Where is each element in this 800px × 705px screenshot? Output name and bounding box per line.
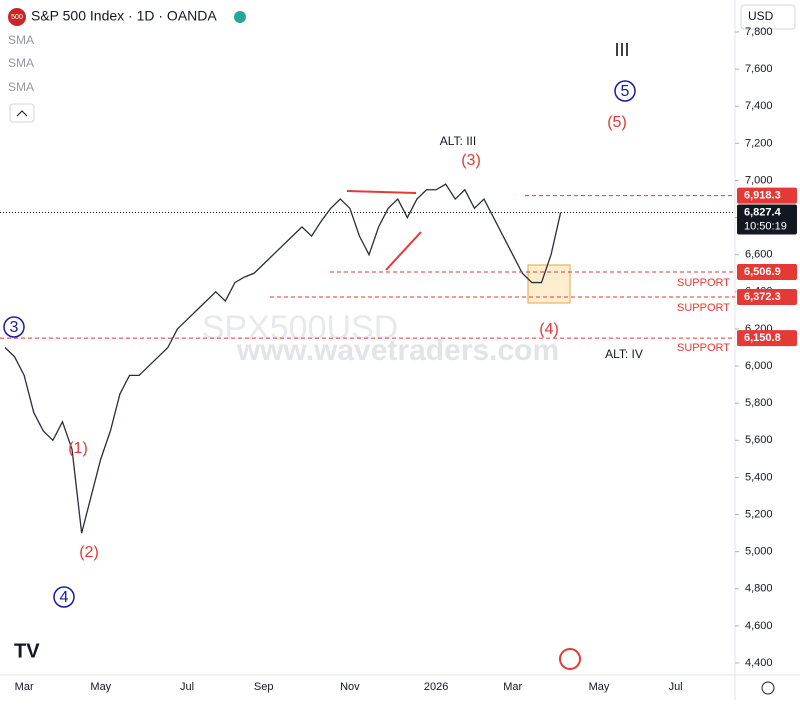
wave-label: III — [614, 40, 629, 60]
x-tick-label: Mar — [15, 681, 34, 693]
y-tick-label: 5,200 — [745, 508, 773, 520]
logo: TV — [14, 640, 40, 662]
last-price-label: 6,827.4 — [744, 206, 782, 218]
symbol-icon — [8, 8, 26, 26]
wave-label: 5 — [621, 83, 630, 100]
wave-circle — [614, 80, 636, 102]
price-line — [4, 183, 562, 534]
currency-button[interactable] — [740, 4, 796, 30]
y-tick-label: 7,400 — [745, 100, 773, 112]
wave-label: (3) — [461, 152, 481, 169]
x-tick-label: Mar — [503, 681, 522, 693]
level-label: 6,506.9 — [744, 266, 781, 278]
level-label-bg — [737, 288, 797, 305]
y-tick-label: 6,600 — [745, 249, 773, 261]
trendline — [346, 190, 417, 194]
x-tick-label: Nov — [340, 681, 360, 693]
wave-label: (5) — [607, 114, 627, 131]
event-icon[interactable] — [559, 648, 581, 670]
level-label: 6,372.3 — [744, 291, 781, 303]
y-tick-label: 7,600 — [745, 63, 773, 75]
level-note: SUPPORT — [677, 342, 730, 354]
wave-label: ALT: III — [440, 134, 476, 148]
y-tick-label: 5,800 — [745, 397, 773, 409]
y-tick-label: 5,000 — [745, 546, 773, 558]
wave-label: 3 — [10, 319, 19, 336]
indicator[interactable]: SMA — [8, 33, 34, 47]
y-tick-label: 4,800 — [745, 583, 773, 595]
y-tick-label: 7,800 — [745, 26, 773, 38]
settings-icon[interactable] — [761, 681, 775, 695]
symbol-icon-text: 500 — [11, 14, 23, 21]
level-label: 6,918.3 — [744, 190, 781, 202]
level-note: SUPPORT — [677, 277, 730, 289]
y-tick-label: 7,200 — [745, 137, 773, 149]
symbol-title[interactable]: S&P 500 Index · 1D · OANDA — [31, 8, 217, 24]
x-tick-label: Jul — [669, 681, 683, 693]
level-label-bg — [737, 263, 797, 280]
wave-label: (4) — [539, 321, 559, 338]
x-tick-label: 2026 — [424, 681, 448, 693]
status-dot — [234, 11, 246, 23]
last-price-bg — [737, 204, 797, 235]
y-tick-label: 4,400 — [745, 657, 773, 669]
level-label: 6,150.8 — [744, 332, 781, 344]
indicator[interactable]: SMA — [8, 56, 34, 70]
y-tick-label: 5,600 — [745, 434, 773, 446]
level-label-bg — [737, 330, 797, 347]
x-tick-label: May — [589, 681, 610, 693]
countdown: 10:50:19 — [744, 220, 787, 232]
wave-label: ALT: IV — [605, 347, 643, 361]
y-tick-label: 6,000 — [745, 360, 773, 372]
y-tick-label: 5,400 — [745, 471, 773, 483]
website: www.wavetraders.com — [236, 334, 559, 367]
trendline — [385, 231, 422, 271]
wave-circle — [53, 586, 75, 608]
x-tick-label: Jul — [180, 681, 194, 693]
wave-label: 4 — [60, 589, 69, 606]
wave-label: (1) — [68, 440, 88, 457]
x-tick-label: Sep — [254, 681, 274, 693]
level-label-bg — [737, 187, 797, 204]
watermark: SPX500USD — [202, 309, 399, 347]
y-tick-label: 4,600 — [745, 620, 773, 632]
x-tick-label: May — [90, 681, 111, 693]
collapse-icon — [16, 110, 28, 117]
wave-label: (2) — [79, 544, 99, 561]
indicator[interactable]: SMA — [8, 80, 34, 94]
currency[interactable]: USD — [748, 9, 774, 23]
y-tick-label: 7,000 — [745, 174, 773, 186]
level-note: SUPPORT — [677, 302, 730, 314]
collapse-button[interactable] — [9, 103, 35, 123]
wave-circle — [3, 316, 25, 338]
zone-box — [527, 264, 571, 304]
